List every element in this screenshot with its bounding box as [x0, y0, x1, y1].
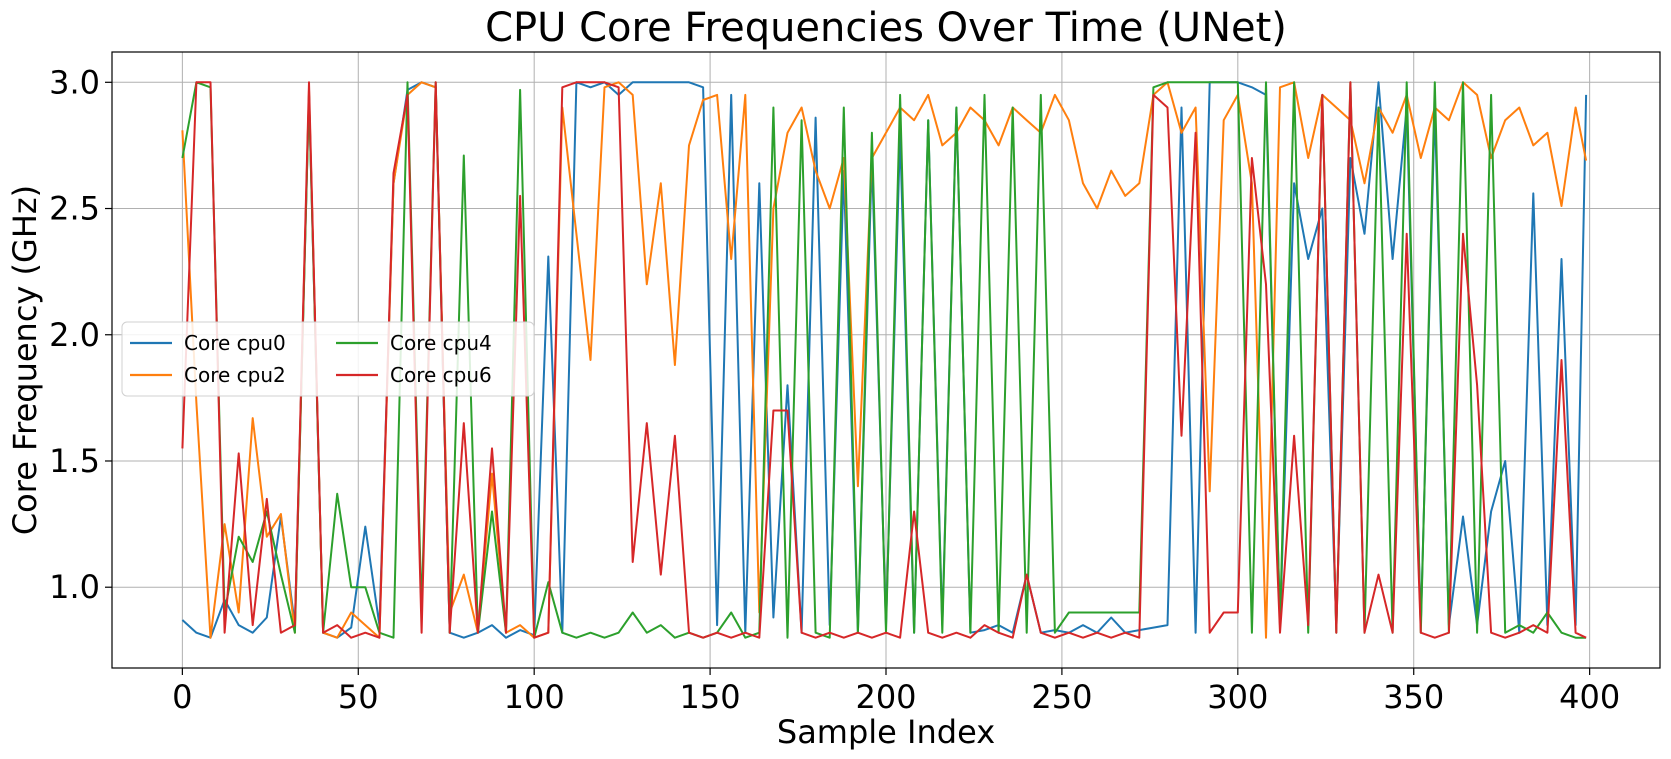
legend-box — [121, 321, 535, 397]
series-line-core-cpu2 — [181, 81, 1588, 639]
x-tick-label: 400 — [1559, 678, 1620, 716]
chart-title: CPU Core Frequencies Over Time (UNet) — [485, 5, 1287, 51]
y-tick-label: 1.0 — [49, 568, 100, 606]
legend-entry: Core cpu4 — [390, 331, 492, 355]
y-tick-label: 3.0 — [49, 63, 100, 101]
x-tick-label: 100 — [504, 678, 565, 716]
legend-entry: Core cpu0 — [184, 331, 286, 355]
x-tick-label: 300 — [1207, 678, 1268, 716]
x-tick-label: 50 — [338, 678, 379, 716]
x-tick-label: 200 — [855, 678, 916, 716]
plot-series — [181, 81, 1588, 639]
series-line-core-cpu6 — [181, 81, 1587, 639]
y-tick-label: 2.5 — [49, 190, 100, 228]
x-tick-label: 350 — [1383, 678, 1444, 716]
axis-ticks: 0 50 100 150 200 250 300 350 400 1.0 1.5 2.0 2.5 3.0 — [49, 63, 1620, 716]
legend-entry: Core cpu2 — [184, 363, 286, 387]
legend: Core cpu0 Core cpu2 Core cpu4 Core cpu6 — [121, 321, 535, 397]
x-axis-label: Sample Index — [777, 713, 995, 751]
y-tick-label: 1.5 — [49, 442, 100, 480]
y-axis-label: Core Frequency (GHz) — [6, 185, 44, 535]
legend-entry: Core cpu6 — [390, 363, 492, 387]
y-tick-label: 2.0 — [49, 316, 100, 354]
x-tick-label: 150 — [680, 678, 741, 716]
x-tick-label: 0 — [172, 678, 192, 716]
x-tick-label: 250 — [1031, 678, 1092, 716]
